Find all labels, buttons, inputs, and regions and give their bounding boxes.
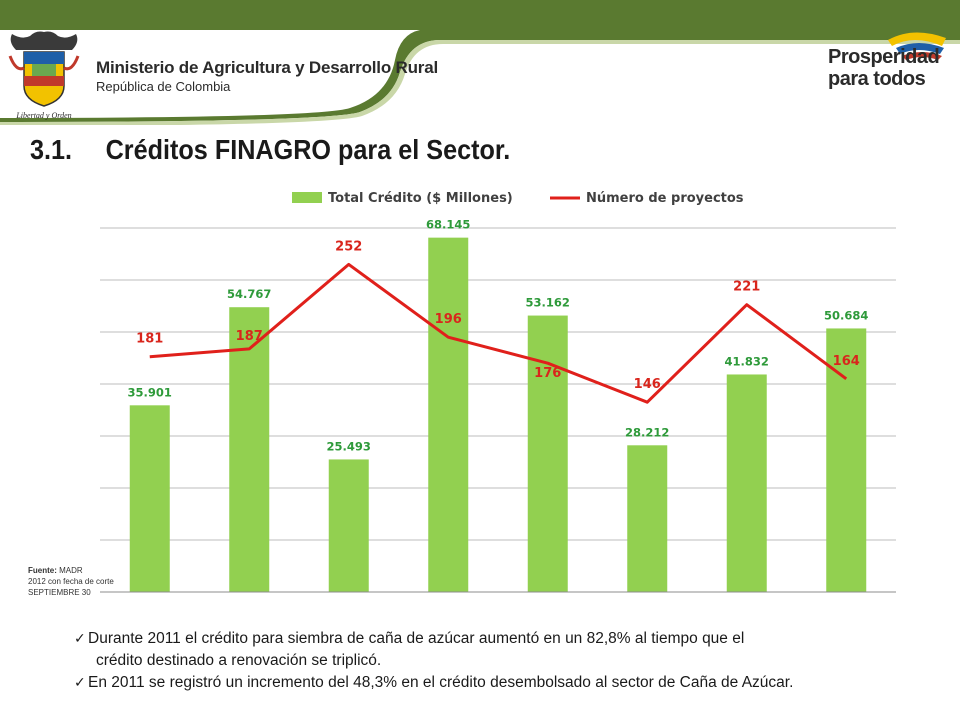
source-text-2: 2012 con fecha de corte: [28, 577, 114, 586]
bar-2.009: [527, 315, 568, 592]
prosperidad-swoosh: [888, 32, 946, 60]
slide-title-text: Créditos FINAGRO para el Sector.: [105, 134, 511, 165]
slide-title: 3.1. Créditos FINAGRO para el Sector.: [30, 134, 510, 166]
chart-legend: Total Crédito ($ Millones) Número de proy…: [292, 191, 744, 206]
legend-swatch-bars: [292, 192, 322, 203]
bar-label: 68.145: [426, 218, 470, 232]
line-series: 181 187 252 196 176 146 221 164: [136, 239, 860, 404]
x-axis: 2.0052.0062.0072.0082.0092.0102.0112.012: [100, 591, 896, 593]
ministry-subtitle: República de Colombia: [96, 79, 231, 94]
bar-label: 53.162: [526, 296, 570, 310]
prosperidad-logo: Prosperidad para todos: [818, 26, 948, 106]
bullet-1-line-1: Durante 2011 el crédito para siembra de …: [88, 630, 745, 647]
bullet-list: ✓ Durante 2011 el crédito para siembra d…: [74, 628, 944, 694]
check-icon: ✓: [74, 675, 86, 691]
legend-label-bars: Total Crédito ($ Millones): [328, 191, 513, 206]
bar-2.012: [826, 328, 867, 592]
check-icon: ✓: [74, 631, 86, 647]
bar-label: 50.684: [824, 308, 868, 322]
bar-series: 35.901 54.767 25.493 68.145 53.162 28.212 41.8…: [128, 218, 868, 592]
chart-grid: [100, 227, 896, 541]
bar-2.006: [229, 307, 270, 592]
bar-2.007: [328, 459, 369, 592]
line-label: 146: [634, 377, 661, 392]
source-note: Fuente: MADR 2012 con fecha de corte SEP…: [28, 565, 114, 598]
credit-chart: Total Crédito ($ Millones) Número de proy…: [100, 191, 896, 593]
ministry-name: Ministerio de Agricultura y Desarrollo R…: [96, 58, 438, 77]
bar-label: 41.832: [725, 354, 769, 368]
line-label: 176: [534, 366, 561, 381]
slide-number: 3.1.: [30, 134, 73, 165]
bar-label: 35.901: [128, 385, 172, 399]
bar-2.008: [428, 237, 469, 592]
campaign-line-1: Prosperidad: [828, 46, 940, 68]
crest-motto: Libertad y Orden: [15, 111, 71, 120]
bullet-item: ✓ En 2011 se registró un incremento del …: [74, 672, 944, 694]
bullet-1-line-2: crédito destinado a renovación se tripli…: [96, 652, 382, 669]
colombia-crest-logo: Libertad y Orden: [8, 31, 80, 120]
bullet-item: ✓ Durante 2011 el crédito para siembra d…: [74, 628, 944, 672]
bar-label: 25.493: [327, 439, 371, 453]
bar-label: 54.767: [227, 287, 271, 301]
line-label: 196: [435, 312, 462, 327]
ministry-block: Ministerio de Agricultura y Desarrollo R…: [96, 58, 438, 94]
legend-label-line: Número de proyectos: [586, 191, 744, 206]
bar-2.005: [129, 405, 170, 592]
line-label: 164: [833, 354, 860, 369]
bar-label: 28.212: [625, 425, 669, 439]
campaign-line-2: para todos: [828, 68, 926, 90]
line-label: 221: [733, 280, 760, 295]
source-text-3: SEPTIEMBRE 30: [28, 588, 91, 597]
bar-2.011: [726, 374, 767, 592]
source-label: Fuente:: [28, 566, 57, 575]
source-text-1: MADR: [59, 566, 83, 575]
projects-line: [149, 262, 848, 404]
line-label: 181: [136, 332, 163, 347]
bullet-2-line-1: En 2011 se registró un incremento del 48…: [88, 674, 794, 691]
bar-2.010: [627, 445, 668, 592]
line-label: 252: [335, 239, 362, 254]
line-label: 187: [236, 329, 263, 344]
header-bar: [0, 0, 960, 125]
